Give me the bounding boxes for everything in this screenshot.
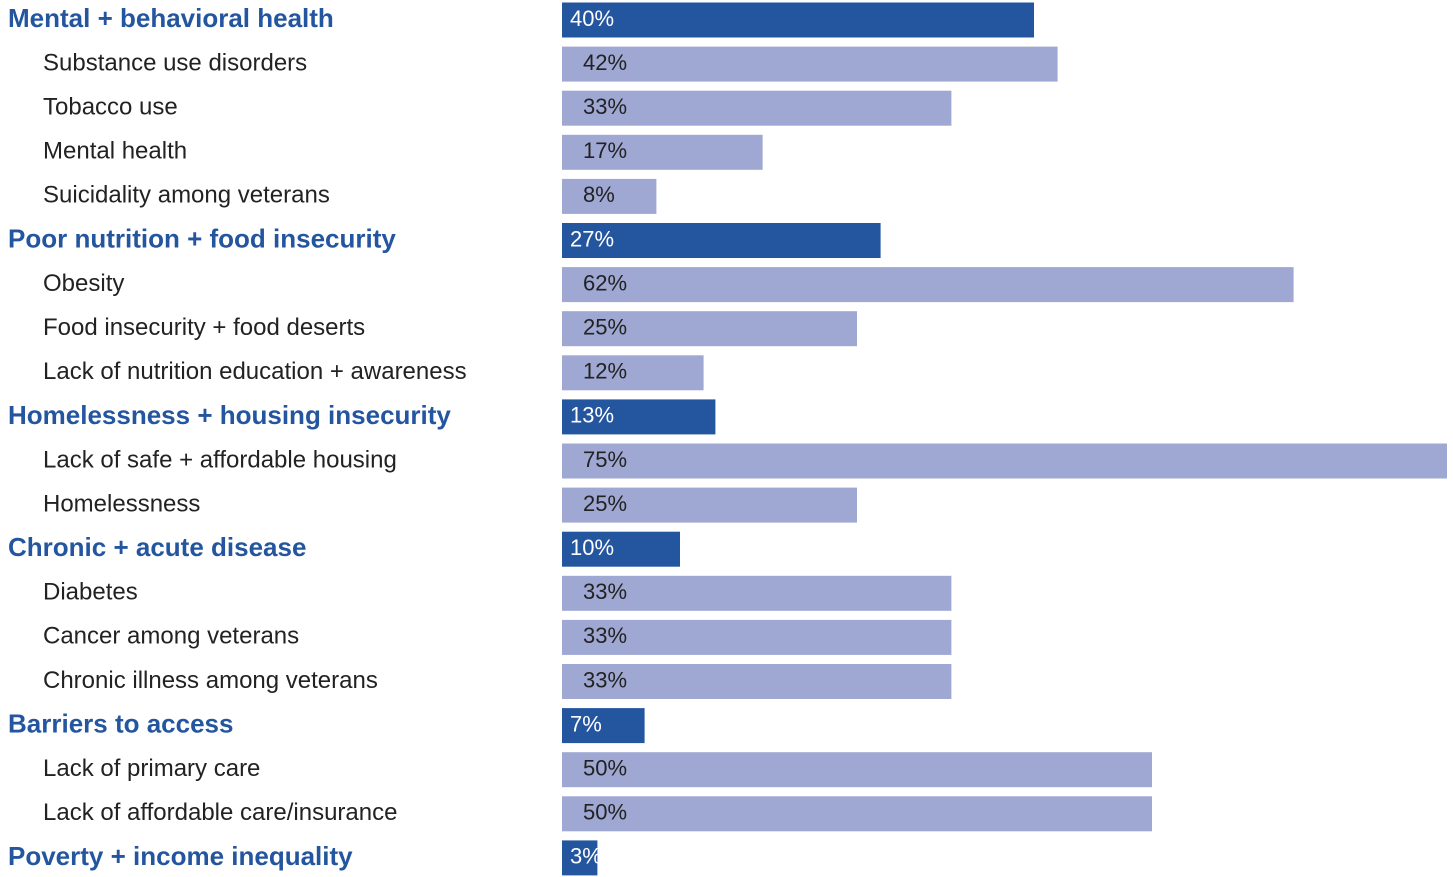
item-label: Tobacco use xyxy=(43,94,178,121)
group-label: Chronic + acute disease xyxy=(8,532,306,562)
item-label: Food insecurity + food deserts xyxy=(43,314,365,341)
value-label: 33% xyxy=(583,667,627,692)
value-label: 75% xyxy=(583,447,627,472)
bar xyxy=(562,708,645,744)
bar xyxy=(562,223,881,258)
item-label: Cancer among veterans xyxy=(43,623,299,650)
group-label: Poverty + income inequality xyxy=(8,841,353,871)
group-label: Mental + behavioral health xyxy=(8,3,334,33)
bar xyxy=(562,752,1152,788)
item-label: Lack of primary care xyxy=(43,755,260,782)
item-label: Chronic illness among veterans xyxy=(43,667,378,694)
bar xyxy=(562,531,680,567)
value-label: 7% xyxy=(570,711,602,736)
bar xyxy=(562,443,1447,479)
bar xyxy=(562,178,657,214)
value-label: 25% xyxy=(583,315,627,340)
value-label: 25% xyxy=(583,491,627,516)
value-label: 50% xyxy=(583,800,627,825)
bar xyxy=(562,840,598,876)
value-label: 33% xyxy=(583,94,627,119)
group-label: Barriers to access xyxy=(8,708,233,738)
item-label: Lack of safe + affordable housing xyxy=(43,446,397,473)
item-label: Substance use disorders xyxy=(43,49,307,76)
item-label: Suicidality among veterans xyxy=(43,182,330,209)
item-label: Obesity xyxy=(43,270,124,297)
bar xyxy=(562,2,1034,38)
item-label: Mental health xyxy=(43,138,187,165)
bar xyxy=(562,575,952,611)
value-label: 12% xyxy=(583,359,627,384)
value-label: 3% xyxy=(570,844,602,869)
bar xyxy=(562,487,857,523)
value-label: 10% xyxy=(570,535,614,560)
bar xyxy=(562,311,857,347)
item-label: Homelessness xyxy=(43,490,200,517)
bar xyxy=(562,134,763,170)
item-label: Lack of nutrition education + awareness xyxy=(43,358,467,385)
bar xyxy=(562,90,952,126)
bar xyxy=(562,796,1152,832)
value-label: 8% xyxy=(583,182,615,207)
bar xyxy=(562,355,704,391)
bar xyxy=(562,619,952,655)
value-label: 62% xyxy=(583,270,627,295)
value-label: 50% xyxy=(583,756,627,781)
value-label: 17% xyxy=(583,138,627,163)
value-label: 40% xyxy=(570,6,614,31)
value-label: 33% xyxy=(583,623,627,648)
group-label: Homelessness + housing insecurity xyxy=(8,400,451,430)
item-label: Lack of affordable care/insurance xyxy=(43,799,397,826)
bar xyxy=(562,399,716,435)
item-label: Diabetes xyxy=(43,579,138,606)
value-label: 13% xyxy=(570,403,614,428)
bar xyxy=(562,664,952,699)
bar xyxy=(562,46,1058,82)
value-label: 27% xyxy=(570,226,614,251)
value-label: 42% xyxy=(583,50,627,75)
value-label: 33% xyxy=(583,579,627,604)
group-label: Poor nutrition + food insecurity xyxy=(8,223,396,253)
bar xyxy=(562,267,1294,303)
